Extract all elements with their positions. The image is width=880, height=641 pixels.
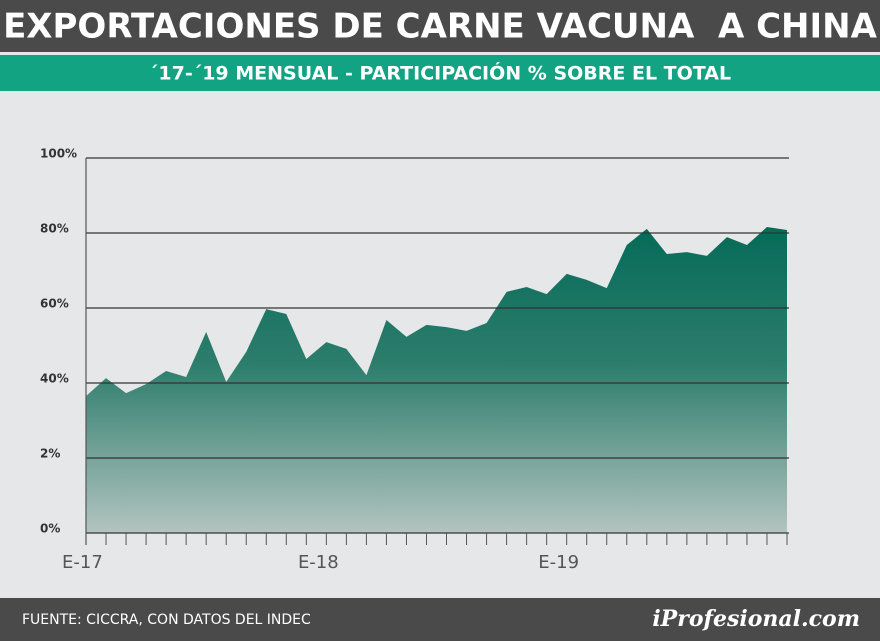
area xyxy=(86,227,787,533)
source: FUENTE: CICCRA, CON DATOS DEL INDEC xyxy=(22,612,311,628)
footer-bar xyxy=(0,598,880,641)
y-tick-label: 60% xyxy=(40,297,69,311)
y-tick-label: 80% xyxy=(40,222,69,236)
x-tick-label: E-17 xyxy=(62,552,103,573)
subtitle-bar xyxy=(0,55,880,91)
y-tick-label: 40% xyxy=(40,372,69,386)
y-tick-label: 0% xyxy=(40,522,60,536)
x-tick-label: E-19 xyxy=(538,552,579,573)
y-tick-label: 2% xyxy=(40,447,60,461)
logo: iProfesional.com xyxy=(652,606,860,632)
title-bar xyxy=(0,0,880,52)
y-tick-label: 100% xyxy=(40,147,77,161)
chart-subtitle: ´17-´19 MENSUAL - PARTICIPACIÓN % SOBRE … xyxy=(149,61,731,85)
x-tick-label: E-18 xyxy=(298,552,339,573)
chart-title: EXPORTACIONES DE CARNE VACUNA A CHINA xyxy=(3,7,878,47)
